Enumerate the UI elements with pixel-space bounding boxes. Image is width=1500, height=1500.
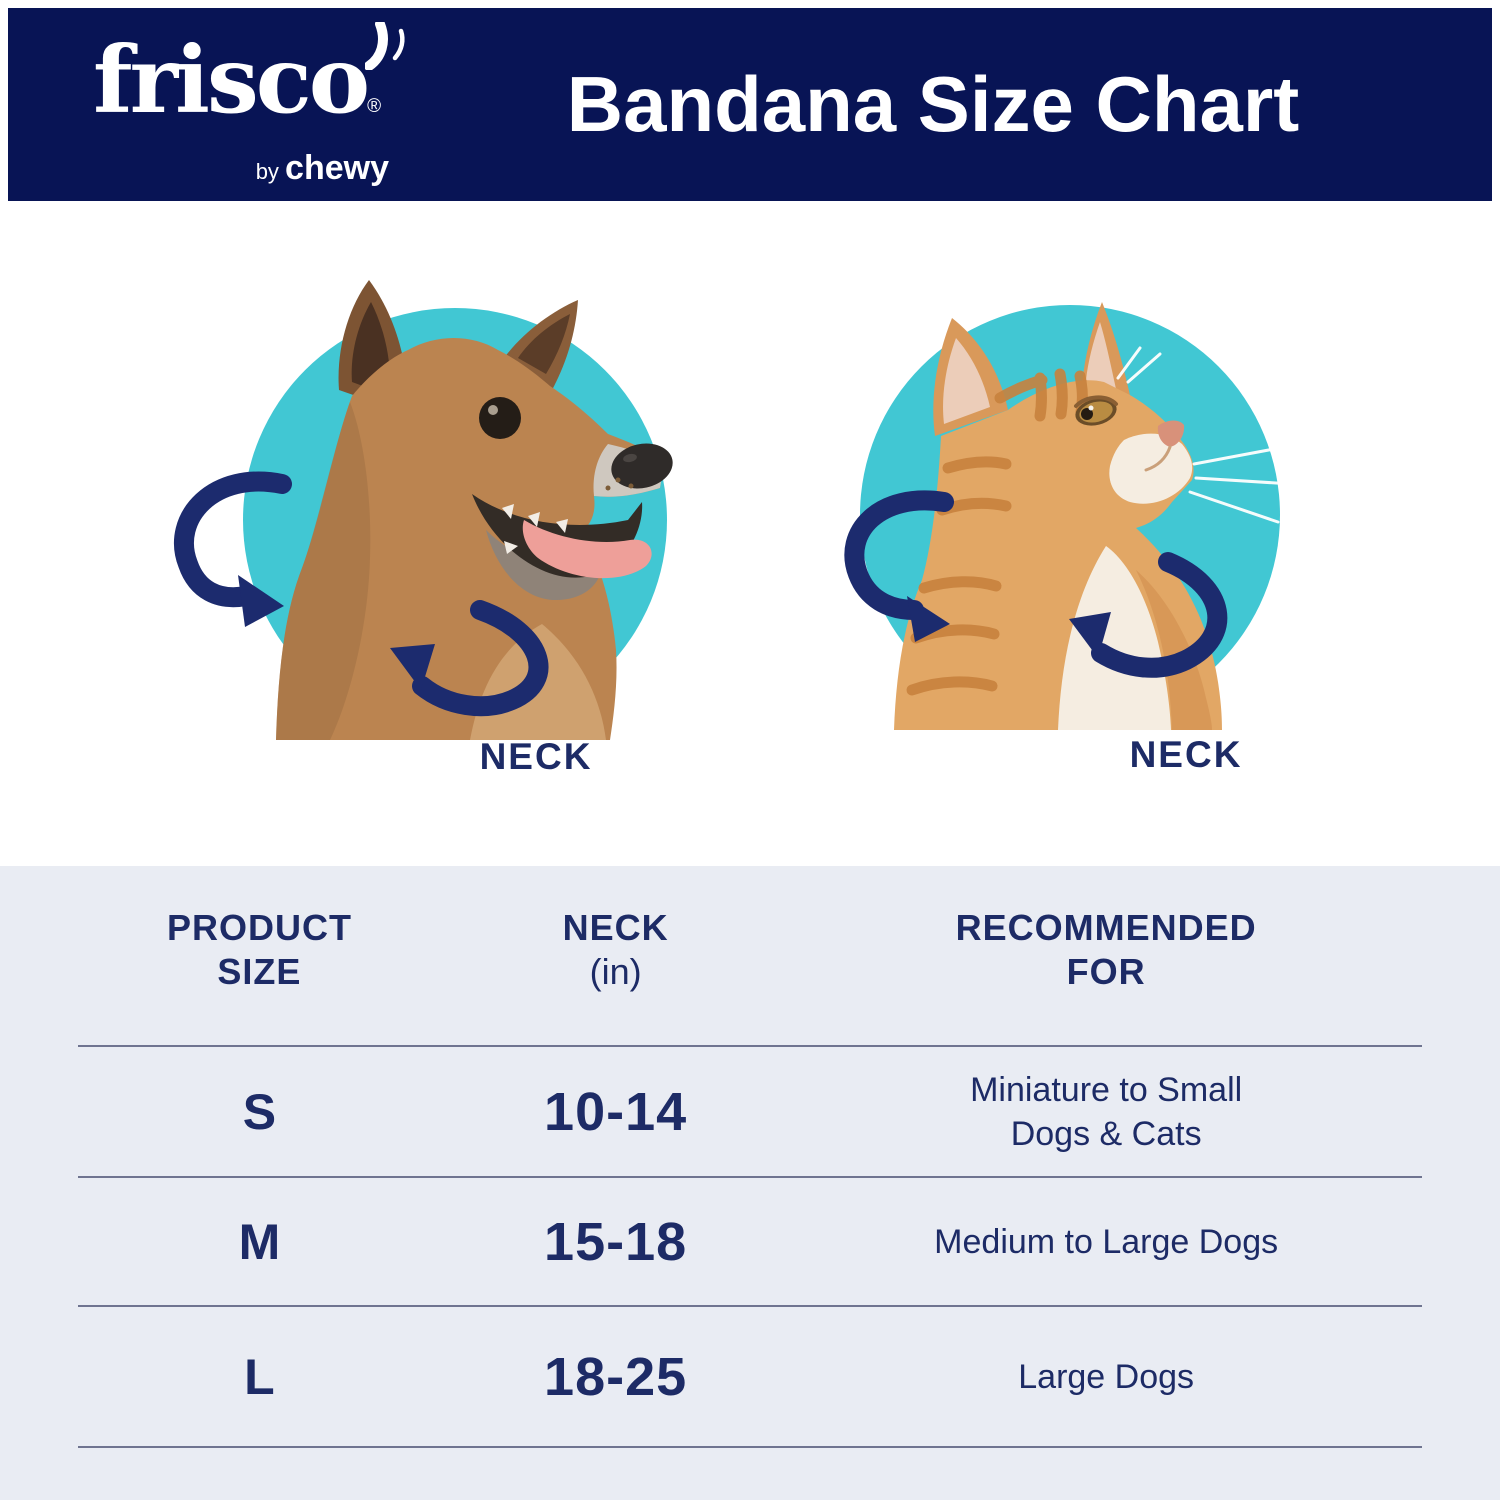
size-table: PRODUCT SIZE NECK (in) RECOMMENDED FOR S… <box>78 866 1422 1448</box>
header-bar: frisco® by chewy Bandana Size Chart <box>8 8 1492 201</box>
recommended-for-value: Large Dogs <box>1018 1357 1195 1396</box>
neck-measure-arrow-icon <box>173 471 549 717</box>
table-header-row: PRODUCT SIZE NECK (in) RECOMMENDED FOR <box>78 866 1422 1045</box>
neck-measure-arrow-icon <box>844 490 1228 678</box>
size-value: M <box>238 1213 281 1270</box>
logo-tail-flourish-icon <box>365 22 405 70</box>
by-chewy-byline: by chewy <box>93 149 393 188</box>
registered-trademark: ® <box>367 96 382 117</box>
frisco-wordmark: frisco® <box>93 22 405 157</box>
neck-range-value: 18-25 <box>544 1346 688 1407</box>
cat-neck-label: NECK <box>1129 734 1243 775</box>
cat-neck-measurement-illustration <box>844 302 1294 730</box>
size-table-section: PRODUCT SIZE NECK (in) RECOMMENDED FOR S… <box>0 866 1500 1500</box>
cat-head-photo <box>894 302 1294 730</box>
page-title: Bandana Size Chart <box>566 60 1300 148</box>
table-row-size-m: M 15-18 Medium to Large Dogs <box>78 1178 1422 1305</box>
recommended-for-value: Miniature to Small Dogs & Cats <box>970 1070 1243 1153</box>
divider-line <box>78 1176 1422 1178</box>
recommended-for-value: Medium to Large Dogs <box>934 1222 1279 1261</box>
size-value: L <box>244 1348 275 1405</box>
dog-head-photo <box>276 280 673 740</box>
table-row-size-l: L 18-25 Large Dogs <box>78 1307 1422 1446</box>
byline-by-text: by <box>255 159 286 184</box>
frisco-brand-text: frisco <box>93 26 370 134</box>
frisco-logo: frisco® by chewy <box>93 22 405 188</box>
size-value: S <box>242 1083 277 1140</box>
neck-range-value: 10-14 <box>544 1081 688 1142</box>
table-row-size-s: S 10-14 Miniature to Small Dogs & Cats <box>78 1047 1422 1176</box>
divider-line <box>78 1446 1422 1448</box>
col-header-product-size: PRODUCT SIZE <box>166 907 352 992</box>
divider-line <box>78 1045 1422 1047</box>
chewy-brand-text: chewy <box>285 149 389 187</box>
col-header-recommended-for: RECOMMENDED FOR <box>955 907 1257 992</box>
dog-neck-label: NECK <box>479 736 593 777</box>
dog-neck-measurement-illustration <box>173 280 673 740</box>
col-header-neck-in: NECK (in) <box>562 907 669 992</box>
divider-line <box>78 1305 1422 1307</box>
neck-range-value: 15-18 <box>544 1211 688 1272</box>
